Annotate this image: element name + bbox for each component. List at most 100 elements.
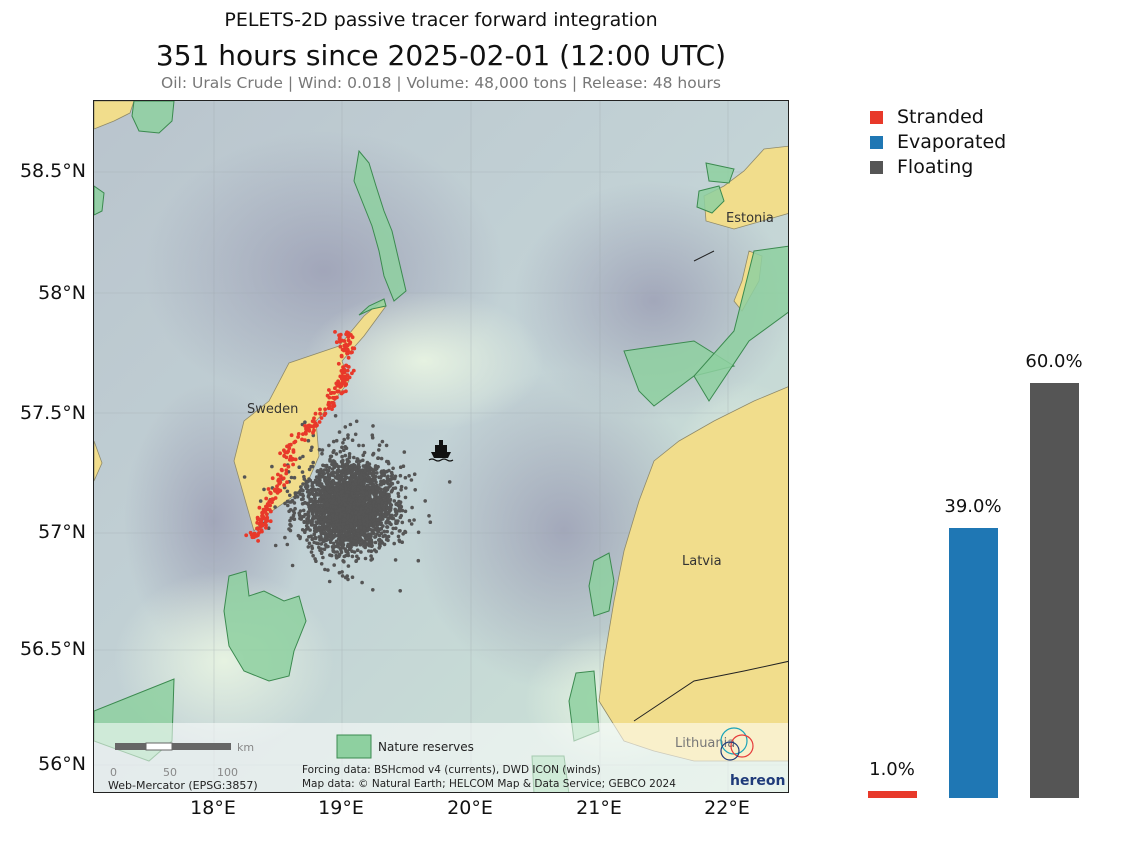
floating-particle bbox=[326, 568, 330, 572]
floating-particle bbox=[385, 510, 389, 514]
floating-particle bbox=[396, 480, 400, 485]
stranded-particle bbox=[293, 439, 298, 444]
floating-particle bbox=[365, 524, 369, 528]
floating-particle bbox=[374, 504, 378, 508]
floating-particle bbox=[273, 543, 278, 548]
floating-particle bbox=[326, 544, 330, 549]
floating-particle bbox=[324, 477, 329, 482]
floating-particle bbox=[323, 567, 327, 572]
stranded-particle bbox=[267, 508, 272, 512]
legend-swatch bbox=[870, 160, 883, 174]
floating-particle bbox=[300, 470, 305, 474]
floating-particle bbox=[309, 550, 314, 554]
floating-particle bbox=[359, 525, 363, 530]
floating-particle bbox=[289, 475, 294, 480]
legend-swatch bbox=[870, 135, 883, 149]
floating-particle bbox=[323, 515, 327, 519]
floating-particle bbox=[386, 538, 390, 543]
gotland-island bbox=[233, 298, 387, 532]
floating-particle bbox=[327, 530, 332, 535]
floating-particle bbox=[353, 479, 357, 484]
scale-tick: 100 bbox=[217, 766, 238, 779]
floating-particle bbox=[354, 516, 359, 520]
floating-particle bbox=[381, 506, 386, 510]
bar-value-label: 39.0% bbox=[944, 496, 1002, 517]
stranded-particle bbox=[244, 533, 249, 538]
floating-particle bbox=[319, 467, 323, 472]
floating-particle bbox=[337, 499, 342, 504]
floating-particle bbox=[350, 575, 355, 579]
floating-particle bbox=[395, 509, 400, 513]
floating-particle bbox=[310, 464, 315, 469]
stranded-particle bbox=[350, 346, 355, 351]
floating-particle bbox=[328, 454, 333, 459]
floating-particle bbox=[311, 553, 315, 558]
floating-particle bbox=[396, 494, 401, 499]
stranded-particle bbox=[341, 390, 345, 394]
stranded-particle bbox=[336, 361, 341, 366]
floating-particle bbox=[416, 558, 421, 563]
stranded-particle bbox=[350, 335, 355, 340]
stranded-particle bbox=[345, 351, 350, 356]
floating-particle bbox=[317, 498, 322, 503]
floating-particle bbox=[325, 480, 330, 485]
stranded-particle bbox=[338, 332, 343, 337]
floating-particle bbox=[340, 570, 344, 574]
floating-particle bbox=[329, 509, 334, 513]
floating-particle bbox=[344, 487, 348, 492]
stranded-particle bbox=[313, 411, 318, 416]
floating-particle bbox=[317, 447, 322, 452]
floating-particle bbox=[373, 467, 378, 472]
floating-particle bbox=[363, 541, 368, 545]
legend-label: Evaporated bbox=[897, 131, 1007, 153]
floating-particle bbox=[402, 450, 407, 454]
floating-particle bbox=[333, 501, 337, 506]
floating-particle bbox=[368, 490, 373, 495]
floating-particle bbox=[407, 518, 412, 523]
floating-particle bbox=[350, 511, 354, 516]
stranded-particle bbox=[346, 335, 351, 339]
floating-particle bbox=[377, 546, 382, 550]
floating-particle bbox=[376, 521, 380, 526]
floating-particle bbox=[273, 505, 277, 509]
floating-particle bbox=[336, 541, 340, 546]
floating-particle bbox=[301, 508, 306, 513]
stranded-particle bbox=[326, 400, 331, 405]
floating-particle bbox=[332, 541, 336, 546]
floating-particle bbox=[403, 509, 408, 514]
floating-particle bbox=[343, 530, 348, 535]
stranded-particle bbox=[341, 365, 345, 369]
floating-particle bbox=[327, 466, 332, 470]
floating-particle bbox=[335, 550, 339, 554]
hiiumaa-reserve bbox=[705, 162, 735, 184]
floating-particle bbox=[373, 477, 377, 482]
stranded-particle bbox=[287, 446, 292, 451]
floating-particle bbox=[354, 482, 358, 486]
floating-particle bbox=[412, 518, 416, 522]
stranded-particle bbox=[342, 343, 347, 348]
stranded-particle bbox=[318, 407, 322, 412]
stranded-particle bbox=[257, 531, 261, 535]
floating-particle bbox=[378, 515, 383, 520]
stranded-particle bbox=[262, 516, 267, 521]
stranded-particle bbox=[273, 496, 278, 500]
stranded-particle bbox=[266, 487, 271, 491]
floating-particle bbox=[327, 490, 332, 494]
floating-particle bbox=[354, 510, 358, 515]
stranded-particle bbox=[264, 523, 268, 527]
scale-bar: km 0 50 100 bbox=[110, 741, 254, 779]
floating-particle bbox=[357, 540, 361, 545]
floating-particle bbox=[371, 486, 375, 490]
floating-particle bbox=[398, 503, 402, 508]
floating-particle bbox=[356, 487, 360, 492]
floating-particle bbox=[305, 490, 310, 494]
floating-particle bbox=[340, 534, 344, 538]
map-panel: Sweden Estonia Latvia Lithuania km 0 50 … bbox=[93, 100, 789, 793]
floating-particle bbox=[318, 538, 322, 542]
floating-particle bbox=[364, 516, 369, 521]
floating-particle bbox=[345, 493, 349, 498]
floating-particle bbox=[372, 500, 376, 505]
floating-particle bbox=[311, 460, 315, 465]
floating-particle bbox=[390, 488, 395, 493]
floating-particle bbox=[309, 523, 314, 527]
